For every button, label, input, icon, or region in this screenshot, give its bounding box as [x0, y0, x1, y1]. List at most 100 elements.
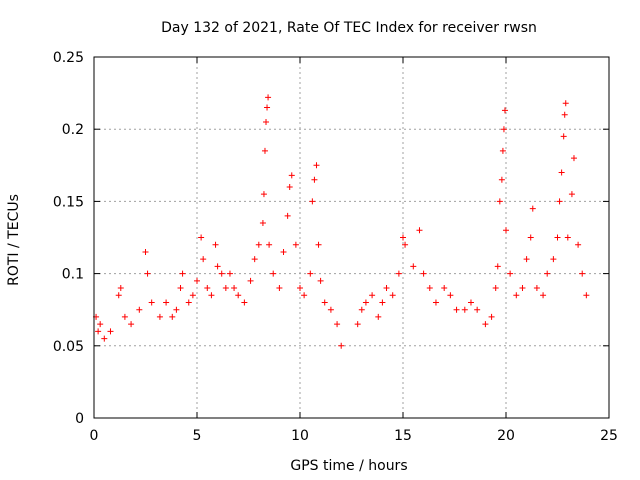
y-tick-label: 0.15: [53, 194, 84, 210]
data-point: [562, 100, 569, 107]
data-point: [503, 227, 509, 234]
x-tick-label: 10: [291, 428, 309, 444]
data-point: [261, 147, 268, 154]
data-point: [519, 285, 526, 292]
data-point: [383, 285, 390, 292]
x-axis-label: GPS time / hours: [290, 458, 407, 474]
data-point: [117, 285, 124, 292]
data-point: [496, 198, 503, 205]
data-point: [177, 285, 184, 292]
data-point: [358, 306, 365, 313]
data-point: [292, 241, 299, 248]
x-tick-label: 15: [394, 428, 412, 444]
data-point: [317, 277, 324, 284]
data-point: [321, 299, 328, 306]
data-point: [334, 321, 341, 328]
data-point: [420, 270, 427, 277]
data-point: [222, 285, 229, 292]
y-tick-label: 0.1: [62, 267, 84, 283]
data-point: [501, 107, 508, 114]
data-point: [338, 342, 345, 349]
data-point: [492, 285, 499, 292]
x-tick-label: 20: [497, 428, 515, 444]
data-point: [561, 111, 568, 118]
data-point: [362, 299, 369, 306]
data-point: [301, 292, 308, 299]
axis-ticks: 0 5 10 15 20 25 0 0.05 0.1 0.15 0.2 0.25: [53, 50, 618, 444]
data-point: [136, 306, 143, 313]
data-point: [101, 335, 108, 342]
data-point: [369, 292, 376, 299]
data-point: [410, 263, 417, 270]
data-point: [255, 241, 262, 248]
data-point: [142, 248, 149, 255]
data-point: [389, 292, 396, 299]
data-point: [247, 277, 254, 284]
data-point: [107, 328, 114, 335]
data-point: [204, 285, 211, 292]
data-point: [550, 256, 557, 263]
data-point: [400, 234, 406, 241]
data-point: [395, 270, 402, 277]
data-point: [311, 176, 318, 183]
data-point: [208, 292, 215, 299]
x-tick-label: 25: [600, 428, 618, 444]
y-tick-label: 0.05: [53, 339, 84, 355]
data-point: [499, 147, 506, 154]
data-point: [500, 126, 507, 133]
data-point: [560, 133, 567, 140]
x-tick-label: 0: [90, 428, 99, 444]
data-point: [523, 256, 530, 263]
data-point: [533, 285, 540, 292]
data-point: [379, 299, 386, 306]
data-point: [144, 270, 151, 277]
data-point: [189, 292, 196, 299]
data-point: [488, 313, 495, 320]
data-point: [115, 292, 122, 299]
data-point: [194, 277, 200, 284]
chart-title: Day 132 of 2021, Rate Of TEC Index for r…: [161, 20, 537, 36]
data-point: [498, 176, 505, 183]
data-point: [474, 306, 481, 313]
data-point: [513, 292, 520, 299]
data-point: [307, 270, 314, 277]
data-point: [441, 285, 448, 292]
data-point: [179, 270, 186, 277]
data-point: [315, 241, 322, 248]
data-point: [554, 234, 561, 241]
data-point: [579, 270, 586, 277]
data-point: [416, 227, 423, 234]
data-point: [375, 313, 382, 320]
data-point: [259, 220, 266, 227]
data-point: [212, 241, 219, 248]
data-point: [284, 212, 291, 219]
plot-frame: [93, 56, 610, 419]
data-point: [231, 285, 238, 292]
data-point: [214, 263, 221, 270]
data-point: [270, 270, 277, 277]
data-point: [156, 313, 163, 320]
data-point: [286, 183, 293, 190]
data-point: [169, 313, 176, 320]
data-point: [263, 118, 270, 125]
data-point: [402, 241, 409, 248]
data-point: [226, 270, 233, 277]
data-point: [198, 234, 205, 241]
data-point: [276, 285, 283, 292]
data-point: [309, 198, 316, 205]
data-point: [313, 162, 320, 169]
data-point: [97, 321, 104, 328]
data-point: [265, 94, 272, 101]
data-point: [568, 191, 575, 198]
data-point: [200, 256, 207, 263]
data-point: [280, 248, 287, 255]
data-point: [260, 191, 267, 198]
data-point: [218, 270, 225, 277]
data-point: [121, 313, 128, 320]
data-point: [327, 306, 334, 313]
data-point: [544, 270, 551, 277]
data-point: [163, 299, 170, 306]
data-point: [529, 205, 536, 212]
data-point: [185, 299, 192, 306]
